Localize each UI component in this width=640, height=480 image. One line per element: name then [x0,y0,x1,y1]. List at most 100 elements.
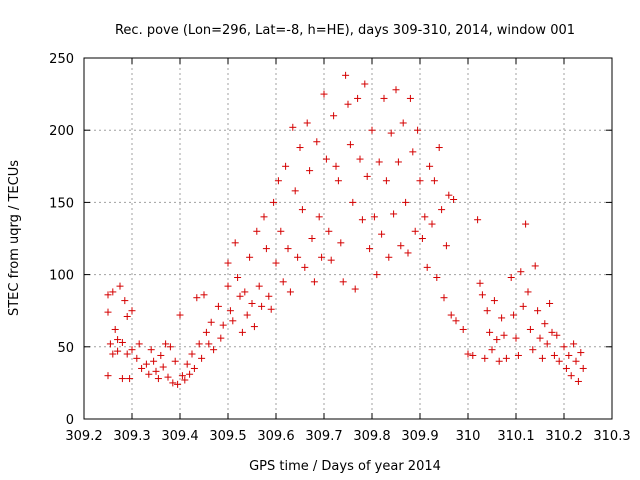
data-point [166,343,174,351]
data-point [529,346,537,354]
data-point [308,235,316,242]
data-point [277,227,285,235]
data-point [474,216,482,224]
data-point [486,328,494,336]
data-point [162,340,170,348]
data-point [238,328,246,336]
data-point [111,325,119,333]
data-point [104,308,112,316]
data-point [262,245,270,253]
data-point [493,336,501,344]
data-point [296,144,304,152]
data-point [524,288,532,296]
data-point [411,227,419,235]
data-point [178,372,186,380]
data-point [272,259,280,267]
data-point [380,94,388,102]
data-point [150,357,158,365]
data-point [128,307,136,315]
data-point [354,94,362,102]
data-point [430,177,438,185]
data-point [265,292,273,300]
data-point [423,263,431,271]
data-point [310,278,318,286]
data-point [483,307,491,315]
data-point [560,343,568,351]
data-point [176,311,184,319]
data-point [106,340,114,348]
data-point [538,354,546,362]
y-tick-label: 250 [49,52,74,67]
data-point [577,349,585,357]
data-point [126,375,134,383]
data-point [382,177,390,185]
data-point [495,357,503,365]
data-point [210,346,218,354]
data-point [241,288,249,296]
x-axis-label: GPS time / Days of year 2014 [249,459,441,474]
data-point [555,357,563,365]
data-point [138,364,146,372]
data-point [260,213,268,221]
data-point [164,373,172,381]
data-point [531,262,539,270]
data-point [565,351,573,359]
data-point [142,360,150,368]
data-point [346,141,354,149]
data-point [481,354,489,362]
data-point [399,119,407,127]
data-point [224,259,232,267]
data-point [301,263,309,271]
data-point [522,220,530,228]
data-point [498,314,506,322]
data-point [152,367,160,375]
data-point [135,340,143,348]
data-point [248,299,256,307]
data-point [174,380,182,388]
data-point [546,299,554,307]
data-point [450,196,458,204]
data-point [373,271,381,279]
data-point [104,291,112,299]
data-point [123,350,131,358]
data-points [104,71,587,388]
data-point [330,112,338,120]
x-tick-label: 309.9 [401,429,438,444]
data-point [198,354,206,362]
data-point [279,278,287,286]
y-tick-label: 100 [49,269,74,284]
x-tick-label: 309.5 [209,429,246,444]
data-point [579,364,587,372]
data-point [390,210,398,218]
data-point [121,297,129,305]
data-point [478,291,486,299]
data-point [351,285,359,293]
data-point [562,364,570,372]
data-point [414,126,422,134]
data-point [236,292,244,300]
data-point [435,144,443,152]
data-point [387,129,395,137]
data-point [109,350,117,358]
data-point [550,351,558,359]
data-point [289,123,297,131]
data-point [171,357,179,365]
data-point [219,321,227,329]
data-point [229,317,237,325]
data-point [114,347,122,355]
data-point [114,336,122,344]
data-point [145,370,153,378]
data-point [169,379,177,387]
x-tick-label: 310.2 [545,429,582,444]
data-point [202,328,210,336]
data-point [294,253,302,261]
x-tick-label: 310.3 [593,429,630,444]
data-point [534,307,542,315]
data-point [514,351,522,359]
data-point [519,302,527,310]
data-point [363,172,371,180]
data-point [104,372,112,380]
data-point [464,350,472,358]
data-point [318,253,326,261]
data-point [190,364,198,372]
